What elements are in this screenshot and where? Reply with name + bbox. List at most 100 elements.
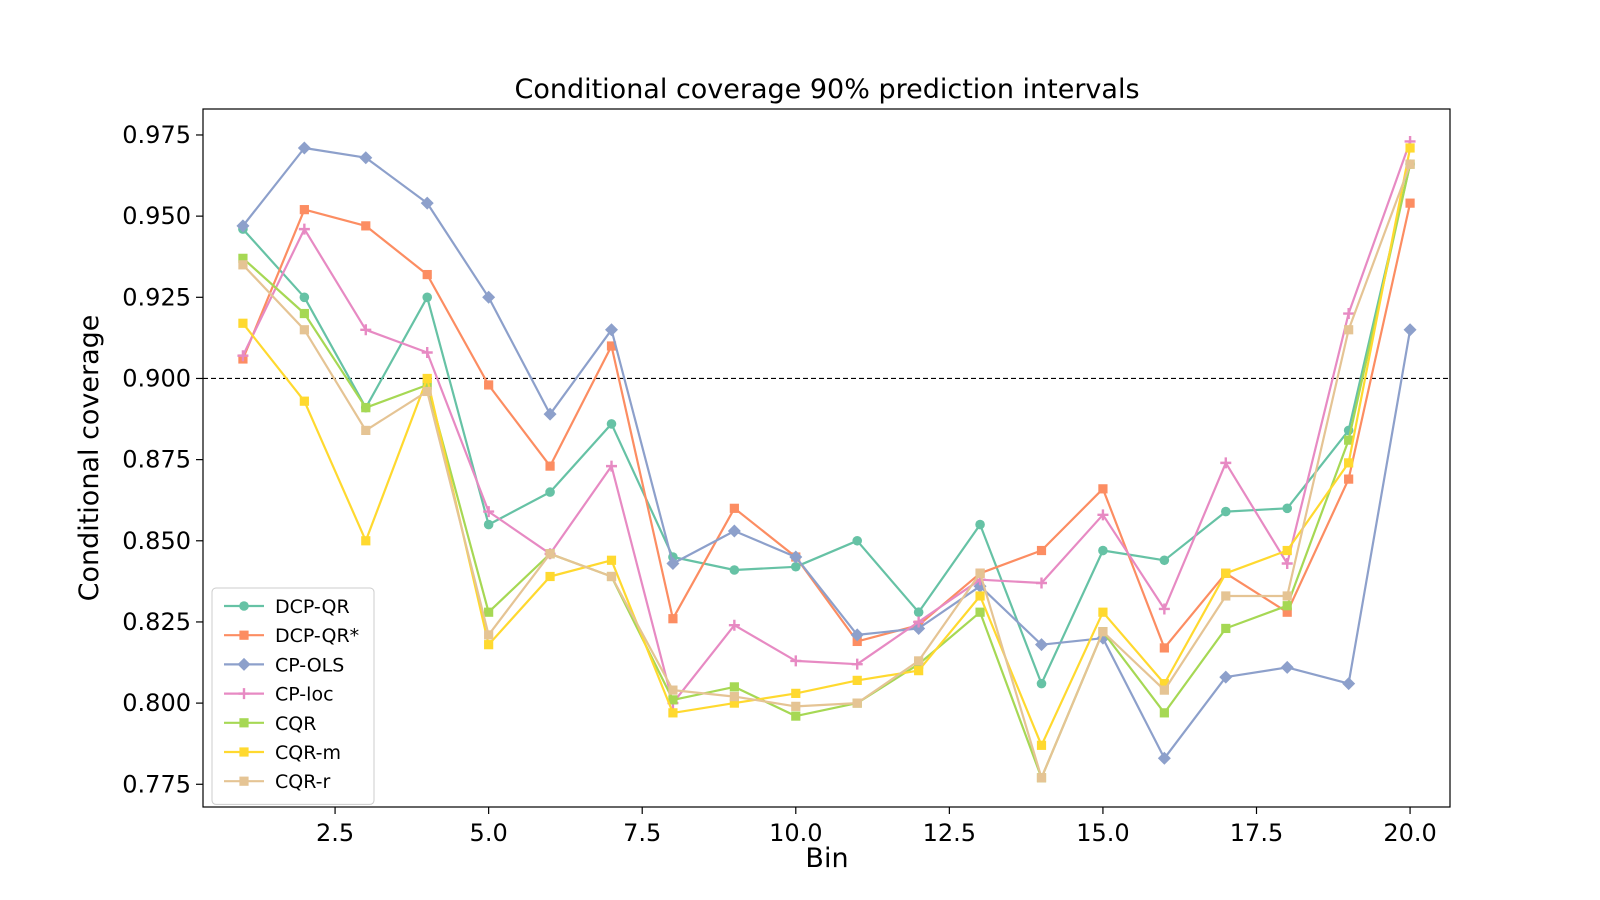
legend-item-cp-loc: CP-loc [224,684,334,706]
data-point-cqr-m [1221,568,1231,578]
data-point-cqr [1282,601,1292,611]
data-point-dcp-qr [1159,555,1170,566]
data-point-cp-loc [1281,558,1293,570]
series-cqr-m [238,143,1415,750]
data-point-dcp-qr [483,519,494,530]
data-point-dcp-qr-star [1036,545,1047,556]
legend-item-dcp-qr-star: DCP-QR* [224,625,359,647]
chart-title: Conditional coverage 90% prediction inte… [514,74,1139,105]
series-cp-ols [236,141,1417,765]
plot-area: 2.5 5.0 7.5 10.0 12.5 15.0 17.5 20.0 0.775 0.800 0… [122,108,1451,847]
data-point-dcp-qr [1098,545,1108,556]
data-point-cqr-m [545,571,555,582]
data-point-cqr [484,607,494,617]
data-point-cqr-m [361,536,371,546]
legend-label: DCP-QR [275,596,350,618]
y-tick-label: 0.875 [122,446,191,474]
data-point-dcp-qr-star [729,503,739,513]
data-point-cqr [975,607,985,617]
data-point-cqr-m [791,688,801,698]
legend-swatch-marker [239,747,249,757]
data-point-cqr-r [1098,627,1108,637]
data-point-dcp-qr-star [1159,643,1169,653]
data-point-dcp-qr-star [668,614,678,624]
x-tick-label: 10.0 [769,819,822,847]
series-line-dcp-qr [242,163,1412,685]
data-point-cqr-r [729,692,739,702]
data-point-cqr [1221,623,1231,634]
x-tick-label: 15.0 [1076,819,1129,847]
y-tick-label: 0.925 [122,283,191,311]
legend-swatch-marker [238,688,250,700]
x-tick-label: 20.0 [1383,819,1436,847]
data-point-cp-loc [913,616,925,628]
legend-item-cp-ols: CP-OLS [224,654,344,676]
series-line-cqr-r [242,163,1412,779]
legend-item-cqr: CQR [224,713,316,735]
data-point-cqr-r [852,698,862,708]
series-dcp-qr-star [238,198,1415,653]
data-point-cp-ols [297,141,311,155]
data-point-cp-loc [483,506,495,518]
data-point-cqr-m [914,666,924,676]
data-point-cqr [299,308,309,319]
y-tick-label: 0.800 [122,689,191,717]
data-point-cp-ols [1403,323,1417,337]
data-point-dcp-qr [1282,503,1293,514]
legend-label: CQR-r [275,771,331,793]
x-axis-label: Bin [805,843,848,874]
x-tick-label: 5.0 [470,819,508,847]
data-point-dcp-qr-star [1344,474,1354,484]
data-point-cqr-r [1036,773,1047,783]
data-point-cp-ols [543,407,557,421]
data-point-dcp-qr [1220,506,1231,517]
data-point-dcp-qr-star [484,380,494,390]
y-tick-label: 0.900 [122,364,191,392]
data-point-dcp-qr-star [422,269,432,280]
data-point-cp-loc [1097,509,1109,521]
data-point-cqr-r [545,549,555,559]
data-point-cqr-m [975,591,985,601]
data-point-cqr-r [1282,591,1292,601]
data-point-cqr-r [1221,591,1231,601]
data-point-cqr [238,253,248,263]
data-point-cp-ols [236,219,250,233]
data-point-dcp-qr [729,565,740,575]
series-line-cp-loc [241,141,1412,705]
legend-item-cqr-r: CQR-r [224,771,331,793]
data-point-cp-ols [1342,677,1356,691]
data-point-cp-loc [790,655,802,667]
legend-item-cqr-m: CQR-m [224,742,341,764]
data-point-dcp-qr-star [1405,198,1415,208]
data-point-dcp-qr [975,519,985,530]
data-point-cp-loc [360,324,372,336]
series-line-cp-ols [242,146,1412,760]
data-point-cqr [1159,708,1169,718]
y-tick-label: 0.850 [122,527,191,555]
data-point-dcp-qr-star [545,461,555,471]
x-tick-label: 7.5 [623,819,661,847]
x-tick-label: 17.5 [1230,819,1283,847]
data-point-cp-ols [666,557,680,571]
data-point-cqr-m [299,396,309,406]
x-tick-label: 2.5 [316,819,354,847]
x-tick-label: 12.5 [923,819,976,847]
data-point-cqr-m [1036,740,1047,750]
legend-label: CQR [275,713,316,735]
data-point-cqr [791,711,801,721]
data-point-cp-ols [359,151,373,165]
legend-swatch-marker [239,718,249,728]
data-point-cqr [668,695,678,705]
data-point-cqr-m [852,675,862,685]
data-point-cqr-r [668,685,678,695]
data-point-dcp-qr-star [606,341,617,351]
data-point-cqr-r [1405,159,1415,169]
legend-label: CP-loc [275,684,334,706]
data-point-cqr [1344,435,1354,445]
data-point-cqr-r [299,325,309,335]
data-point-cqr-r [361,425,371,436]
legend-label: CQR-m [275,742,341,764]
data-point-dcp-qr-star [299,205,309,215]
data-point-cqr-m [238,318,248,328]
